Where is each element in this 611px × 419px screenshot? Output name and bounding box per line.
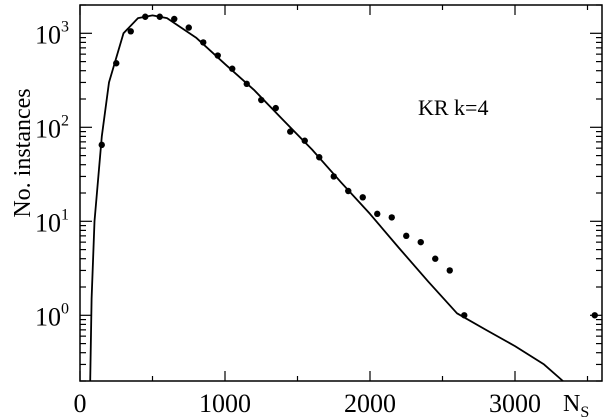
data-point bbox=[388, 214, 395, 221]
data-point bbox=[461, 312, 468, 319]
data-point bbox=[301, 137, 308, 144]
data-point bbox=[142, 13, 149, 20]
y-tick-exponent: 1 bbox=[61, 206, 69, 223]
data-point bbox=[359, 194, 366, 201]
data-point bbox=[345, 187, 352, 195]
data-point bbox=[446, 267, 453, 274]
x-tick-label: 0 bbox=[74, 389, 87, 418]
axis-ticks bbox=[79, 4, 602, 382]
data-point bbox=[113, 60, 120, 67]
data-point bbox=[214, 52, 221, 59]
x-axis-label-subscript: S bbox=[580, 404, 589, 419]
chart-annotation: KR k=4 bbox=[418, 95, 488, 120]
data-point bbox=[374, 210, 381, 218]
y-tick-label: 102 bbox=[35, 112, 69, 143]
data-point bbox=[330, 173, 337, 180]
data-point bbox=[591, 312, 598, 319]
data-point bbox=[403, 232, 410, 240]
y-tick-exponent: 3 bbox=[61, 18, 69, 35]
data-point bbox=[287, 128, 294, 135]
data-point bbox=[316, 154, 323, 161]
data-point bbox=[200, 39, 207, 46]
y-tick-label: 100 bbox=[35, 300, 69, 331]
x-tick-label: 3000 bbox=[489, 389, 541, 418]
y-tick-exponent: 2 bbox=[61, 112, 69, 129]
x-tick-labels: 0 1000 2000 3000 bbox=[74, 389, 542, 418]
y-axis-label: No. instances bbox=[10, 88, 36, 217]
data-point bbox=[127, 28, 134, 35]
data-point bbox=[98, 141, 105, 149]
y-tick-base: 10 bbox=[35, 208, 61, 237]
plot-border bbox=[79, 4, 603, 382]
data-point bbox=[185, 24, 192, 31]
x-axis-label: NS bbox=[563, 391, 589, 419]
y-tick-base: 10 bbox=[35, 302, 61, 331]
y-tick-exponent: 0 bbox=[61, 300, 69, 317]
x-tick-label: 1000 bbox=[199, 389, 251, 418]
data-point bbox=[272, 104, 279, 112]
fit-curve-layer bbox=[89, 14, 564, 382]
plot-frame bbox=[79, 4, 603, 382]
y-tick-label: 101 bbox=[35, 206, 69, 237]
data-point bbox=[258, 96, 265, 104]
fit-curve bbox=[89, 14, 564, 382]
data-point bbox=[432, 255, 439, 262]
data-point bbox=[417, 238, 424, 246]
data-point bbox=[171, 15, 178, 23]
data-point bbox=[156, 13, 163, 20]
data-points-layer bbox=[98, 13, 598, 319]
x-tick-label: 2000 bbox=[344, 389, 396, 418]
data-point bbox=[229, 65, 236, 72]
y-tick-base: 10 bbox=[35, 114, 61, 143]
data-point bbox=[243, 80, 250, 88]
x-axis-label-main: N bbox=[563, 391, 580, 417]
y-tick-label: 103 bbox=[35, 18, 69, 49]
y-tick-base: 10 bbox=[35, 20, 61, 49]
